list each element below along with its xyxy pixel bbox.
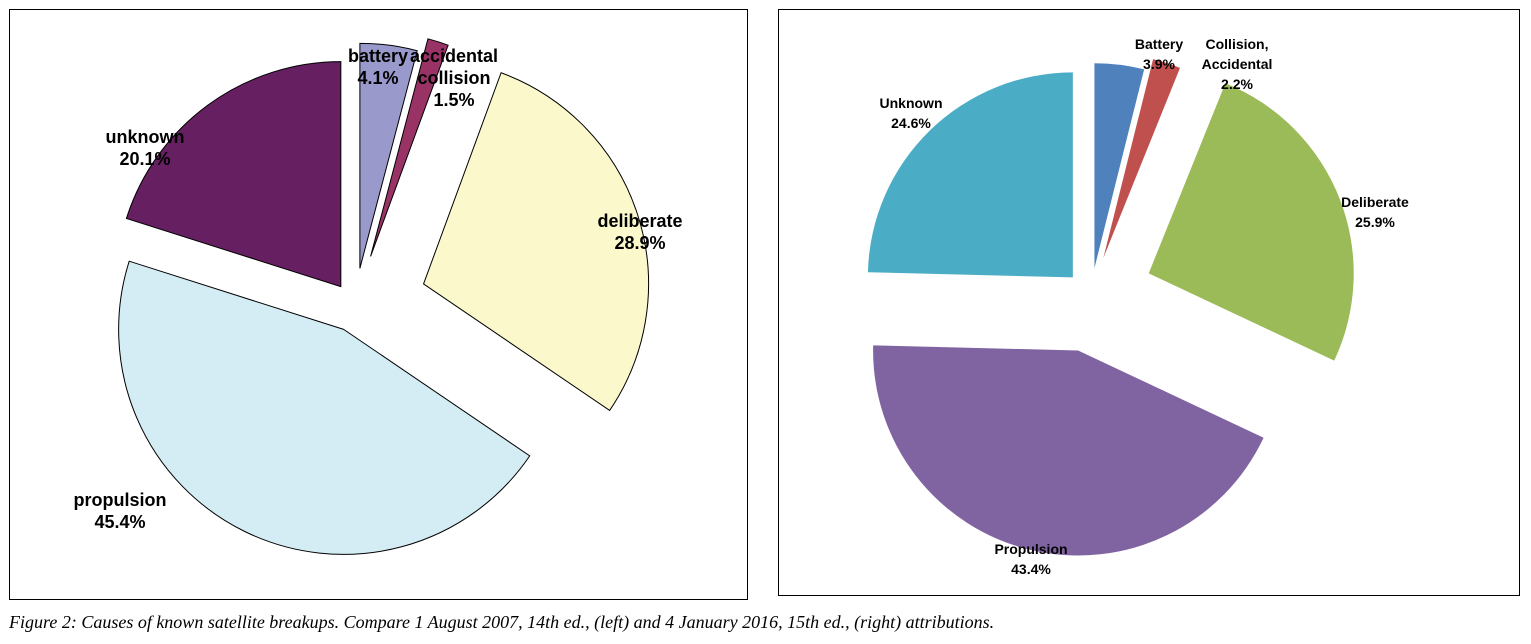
right-slice-label-battery: Battery 3.9% xyxy=(1135,36,1183,72)
pie-chart-2007: battery 4.1% accidental collision 1.5% delibe… xyxy=(9,9,748,600)
left-slice-label-accidental-collision: accidental collision 1.5% xyxy=(410,46,498,110)
right-slice-label-deliberate: Deliberate 25.9% xyxy=(1341,194,1409,230)
right-slice-label-unknown: Unknown 24.6% xyxy=(880,95,943,131)
pie-chart-2007-svg: battery 4.1%accidental collision 1.5% delibe… xyxy=(74,38,683,555)
left-pie-slice-battery xyxy=(359,42,418,269)
left-slice-label-propulsion: propulsion 45.4% xyxy=(74,490,167,532)
right-pie-slice-battery xyxy=(1094,63,1145,269)
left-pie-slice-accidental-collision xyxy=(370,38,449,257)
right-slice-label-collision-accidental: Collision, Accidental 2.2% xyxy=(1202,36,1273,92)
left-pie-slice-propulsion xyxy=(118,260,531,555)
right-pie-slice-deliberate xyxy=(1148,83,1354,361)
right-pie-slice-collision-accidental xyxy=(1103,59,1181,258)
right-pie-slice-propulsion xyxy=(873,345,1264,556)
right-slice-label-propulsion: Propulsion 43.4% xyxy=(994,541,1067,577)
left-slice-label-unknown: unknown 20.1% xyxy=(106,127,185,169)
figure-caption: Figure 2: Causes of known satellite brea… xyxy=(9,612,995,632)
pie-chart-2016: Battery 3.9% Collision, Accidental 2.2% Delib… xyxy=(778,9,1520,596)
right-pie-slice-unknown xyxy=(867,72,1073,278)
pie-chart-2016-svg: Battery 3.9% Collision, Accidental 2.2% Delib… xyxy=(867,36,1409,577)
left-slice-label-battery: battery 4.1% xyxy=(348,46,408,88)
left-pie-slice-unknown xyxy=(125,61,342,288)
left-pie-slice-deliberate xyxy=(422,72,650,412)
left-slice-label-deliberate: deliberate 28.9% xyxy=(597,211,682,253)
